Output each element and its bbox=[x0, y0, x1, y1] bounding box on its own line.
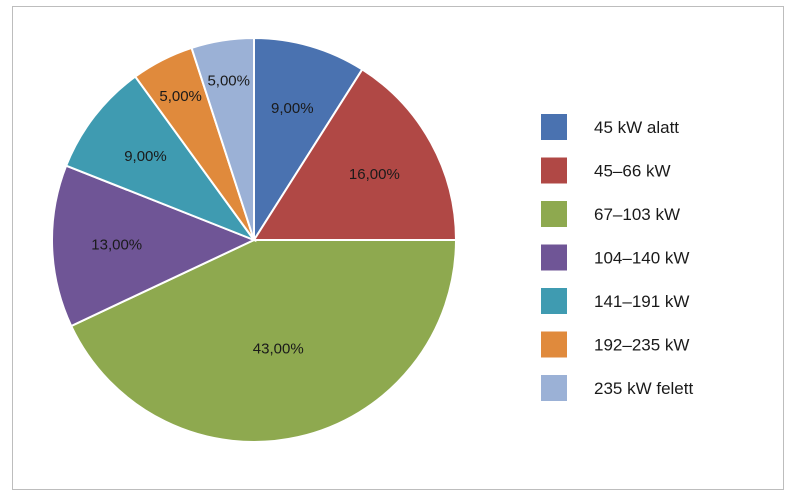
pie-slice bbox=[253, 36, 364, 244]
slice-data-label: 5,00% bbox=[207, 72, 250, 89]
pie-slice bbox=[252, 68, 458, 241]
slice-labels: 9,00% 16,00% 43,00% 13,00% 9,00% 5,00% 5,00% bbox=[91, 72, 400, 357]
pie-slice bbox=[64, 75, 257, 243]
legend-swatch bbox=[541, 375, 567, 401]
slice-data-label: 9,00% bbox=[124, 148, 167, 165]
legend-swatch bbox=[541, 331, 567, 358]
legend-label: 104–140 kW bbox=[594, 249, 689, 268]
legend-label: 192–235 kW bbox=[594, 336, 689, 355]
slice-data-label: 43,00% bbox=[253, 340, 304, 357]
legend-swatch bbox=[541, 114, 567, 140]
pie-slice bbox=[190, 36, 255, 241]
legend-swatch bbox=[541, 157, 567, 184]
pie-slice bbox=[69, 239, 458, 443]
legend-swatch bbox=[541, 288, 567, 314]
slice-data-label: 9,00% bbox=[271, 100, 314, 117]
slice-data-label: 5,00% bbox=[159, 88, 202, 105]
legend-label: 45–66 kW bbox=[594, 162, 671, 181]
slice-data-label: 13,00% bbox=[91, 236, 142, 253]
slice-data-label: 16,00% bbox=[349, 166, 400, 183]
legend-label: 141–191 kW bbox=[594, 292, 689, 311]
legend-label: 45 kW alatt bbox=[594, 118, 679, 137]
legend-swatch bbox=[541, 201, 567, 227]
pie-slice bbox=[51, 164, 257, 328]
legend-label: 235 kW felett bbox=[594, 379, 693, 398]
legend-label: 67–103 kW bbox=[594, 205, 680, 224]
legend-swatch bbox=[541, 244, 567, 271]
legend: 45 kW alatt 45–66 kW 67–103 kW 104–140 kW 14… bbox=[541, 114, 693, 401]
pie-slices bbox=[51, 36, 458, 443]
